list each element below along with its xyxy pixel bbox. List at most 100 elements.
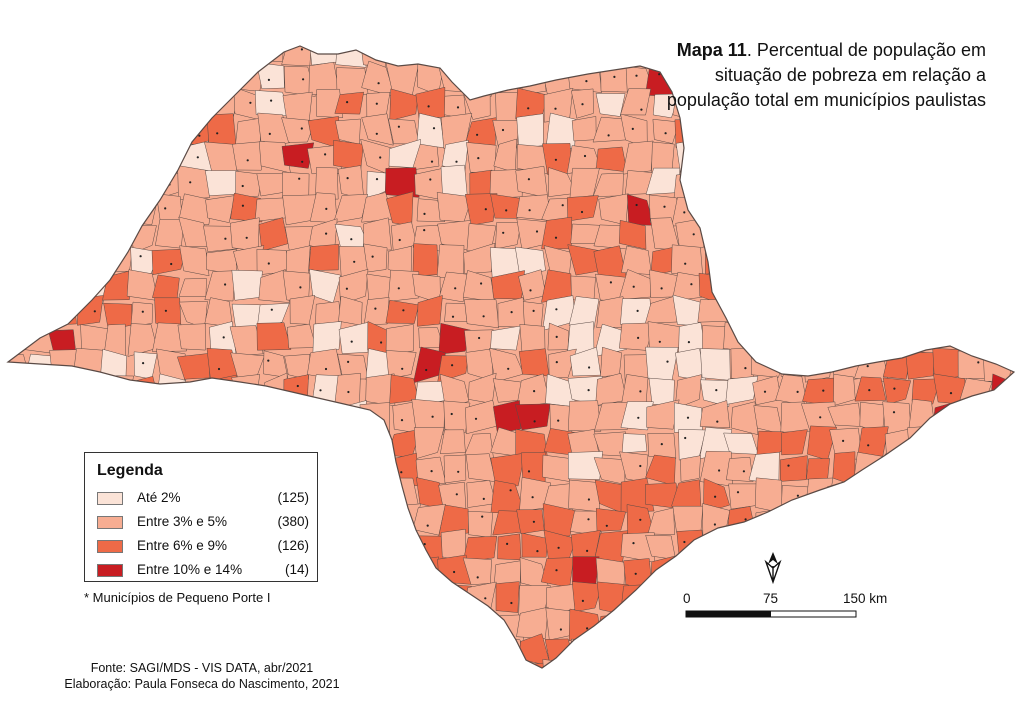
small-municipality-dot — [768, 521, 771, 524]
municipality — [76, 607, 101, 641]
municipality — [235, 170, 263, 199]
municipality — [600, 346, 622, 378]
municipality — [905, 351, 935, 380]
small-municipality-dot — [402, 309, 405, 312]
municipality — [906, 483, 940, 511]
municipality — [25, 353, 54, 379]
small-municipality-dot — [143, 411, 146, 414]
map-title: Mapa 11. Percentual de população em situ… — [640, 38, 986, 113]
municipality — [125, 607, 156, 641]
municipality — [988, 405, 1014, 435]
municipality — [334, 584, 361, 615]
small-municipality-dot — [454, 647, 457, 650]
municipality — [363, 297, 390, 326]
small-municipality-dot — [869, 157, 873, 160]
municipality — [52, 428, 80, 458]
small-municipality-dot — [796, 390, 799, 393]
small-municipality-dot — [426, 524, 429, 527]
small-municipality-dot — [375, 627, 378, 630]
scale-label-150: 150 km — [843, 591, 888, 606]
small-municipality-dot — [325, 232, 328, 235]
small-municipality-dot — [8, 236, 10, 239]
municipality — [594, 401, 628, 431]
municipality — [337, 165, 365, 200]
municipality — [514, 403, 551, 431]
municipality — [522, 301, 544, 327]
small-municipality-dot — [891, 545, 894, 548]
municipality — [912, 507, 939, 533]
municipality — [697, 299, 730, 323]
municipality — [906, 532, 937, 565]
small-municipality-dot — [302, 78, 305, 81]
municipality — [568, 451, 603, 480]
municipality — [878, 243, 915, 276]
small-municipality-dot — [790, 160, 793, 163]
municipality — [829, 218, 864, 251]
municipality — [982, 46, 1014, 70]
municipality — [50, 531, 82, 561]
municipality — [151, 248, 187, 276]
small-municipality-dot — [453, 570, 456, 574]
municipality — [76, 91, 109, 115]
municipality — [1015, 635, 1024, 667]
municipality — [338, 321, 369, 354]
small-municipality-dot — [267, 646, 271, 649]
municipality — [100, 405, 133, 432]
municipality — [438, 271, 468, 303]
small-municipality-dot — [605, 524, 608, 527]
municipality — [671, 244, 704, 277]
small-municipality-dot — [897, 490, 900, 493]
municipality — [542, 454, 572, 482]
small-municipality-dot — [319, 389, 322, 392]
municipality — [366, 528, 396, 557]
municipality — [154, 143, 185, 168]
municipality — [754, 116, 780, 144]
small-municipality-dot — [975, 498, 978, 501]
municipality — [22, 505, 54, 537]
small-municipality-dot — [762, 622, 766, 625]
small-municipality-dot — [327, 602, 330, 606]
municipality — [961, 455, 991, 482]
small-municipality-dot — [636, 309, 639, 312]
small-municipality-dot — [587, 389, 590, 392]
small-municipality-dot — [346, 177, 349, 180]
small-municipality-dot — [718, 594, 722, 597]
small-municipality-dot — [736, 491, 740, 494]
municipality — [48, 64, 82, 89]
source-credits: Fonte: SAGI/MDS - VIS DATA, abr/2021 Ela… — [52, 660, 352, 692]
legend-label: Até 2% — [137, 490, 181, 505]
municipality — [729, 268, 757, 301]
municipality — [23, 477, 56, 513]
municipality — [698, 197, 727, 224]
scale-label-75: 75 — [763, 591, 779, 606]
municipality — [464, 329, 497, 355]
municipality — [831, 325, 856, 356]
municipality — [834, 659, 860, 668]
small-municipality-dot — [718, 469, 721, 472]
municipality — [648, 609, 678, 637]
municipality — [697, 119, 733, 144]
municipality — [230, 192, 263, 223]
small-municipality-dot — [555, 569, 558, 572]
municipality — [490, 193, 524, 219]
small-municipality-dot — [350, 238, 353, 241]
small-municipality-dot — [767, 574, 770, 577]
municipality — [620, 88, 652, 116]
municipality — [780, 323, 806, 354]
small-municipality-dot — [972, 648, 976, 651]
municipality — [1009, 609, 1014, 638]
small-municipality-dot — [819, 416, 822, 419]
small-municipality-dot — [245, 438, 248, 441]
map-title-number: Mapa 11 — [676, 40, 747, 60]
small-municipality-dot — [39, 601, 42, 605]
municipality — [1009, 269, 1014, 297]
municipality — [984, 69, 1012, 93]
small-municipality-dot — [740, 126, 743, 129]
small-municipality-dot — [116, 652, 119, 655]
small-municipality-dot — [711, 207, 714, 211]
small-municipality-dot — [299, 286, 302, 289]
small-municipality-dot — [899, 574, 902, 577]
small-municipality-dot — [92, 153, 95, 156]
map-title-line2: situação de pobreza em relação a — [714, 65, 986, 85]
municipality — [885, 217, 913, 248]
